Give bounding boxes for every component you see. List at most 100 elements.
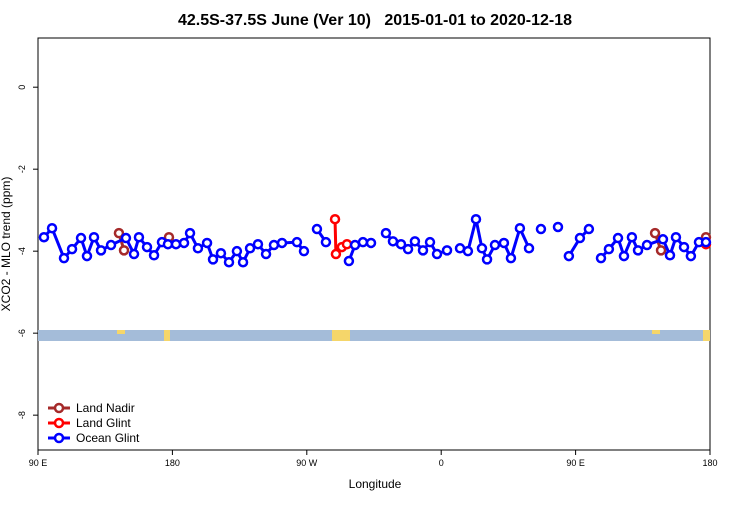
- point: [343, 255, 355, 267]
- mask-land: [117, 330, 125, 334]
- point: [260, 248, 272, 260]
- point: [498, 237, 510, 249]
- point: [298, 245, 310, 257]
- point: [618, 250, 630, 262]
- point: [105, 239, 117, 251]
- point: [402, 243, 414, 255]
- point: [563, 250, 575, 262]
- point: [583, 223, 595, 235]
- point: [184, 227, 196, 239]
- point: [88, 231, 100, 243]
- point: [685, 250, 697, 262]
- y-tick-label: -6: [17, 329, 27, 337]
- mask-land: [164, 330, 170, 341]
- point: [170, 238, 182, 250]
- point: [424, 236, 436, 248]
- legend-marker: [53, 402, 65, 414]
- point: [417, 245, 429, 256]
- point: [113, 227, 125, 239]
- legend-marker: [53, 417, 65, 429]
- point: [118, 245, 130, 256]
- point: [128, 248, 140, 260]
- mask-land: [703, 330, 710, 341]
- x-tick-label: 180: [702, 458, 717, 468]
- x-tick-label: 90 E: [566, 458, 585, 468]
- point: [603, 243, 615, 255]
- point: [441, 245, 453, 256]
- point: [595, 252, 607, 264]
- point: [431, 248, 443, 260]
- point: [207, 254, 219, 265]
- legend-label: Land Nadir: [76, 401, 135, 415]
- point: [120, 232, 132, 244]
- point: [58, 252, 70, 264]
- point: [700, 236, 712, 248]
- point: [162, 238, 174, 250]
- point: [523, 243, 535, 254]
- surface-mask: [38, 330, 710, 341]
- mask-land: [332, 330, 350, 341]
- point: [462, 245, 474, 257]
- chart-title: 42.5S-37.5S June (Ver 10) 2015-01-01 to …: [178, 12, 572, 29]
- point: [514, 222, 526, 234]
- y-tick-label: 0: [17, 85, 27, 90]
- point: [178, 237, 190, 249]
- x-tick-label: 180: [165, 458, 180, 468]
- point: [481, 254, 493, 265]
- point: [66, 243, 78, 255]
- point: [649, 227, 661, 239]
- point: [365, 237, 377, 249]
- point: [201, 237, 213, 249]
- legend-marker: [53, 432, 65, 444]
- point: [311, 223, 323, 235]
- point: [470, 213, 482, 225]
- point: [237, 256, 249, 268]
- y-tick-label: -2: [17, 165, 27, 173]
- point: [476, 243, 488, 254]
- point: [75, 232, 87, 244]
- mask-land: [652, 330, 660, 334]
- point: [552, 221, 564, 233]
- y-tick-label: -4: [17, 247, 27, 255]
- point: [489, 239, 501, 251]
- point: [612, 232, 624, 244]
- legend-label: Land Glint: [76, 416, 131, 430]
- point: [505, 252, 517, 264]
- point: [95, 245, 107, 256]
- point: [252, 238, 264, 250]
- point: [664, 250, 676, 261]
- point: [380, 227, 392, 239]
- point: [215, 247, 227, 259]
- point: [655, 245, 667, 256]
- point: [641, 239, 653, 251]
- point: [357, 236, 369, 248]
- x-axis-label: Longitude: [349, 477, 402, 491]
- x-tick-label: 0: [439, 458, 444, 468]
- point: [670, 231, 682, 243]
- x-tick-label: 90 W: [296, 458, 318, 468]
- point: [148, 250, 160, 261]
- point: [133, 231, 145, 243]
- point: [244, 243, 256, 254]
- point: [231, 245, 243, 257]
- x-tick-label: 90 E: [29, 458, 48, 468]
- point: [268, 239, 280, 251]
- point: [329, 213, 341, 225]
- point: [632, 245, 644, 256]
- point: [626, 231, 638, 243]
- point: [192, 243, 204, 254]
- point: [395, 238, 407, 250]
- point: [141, 241, 153, 253]
- point: [574, 232, 586, 244]
- point: [678, 241, 690, 253]
- point: [657, 234, 669, 245]
- point: [81, 250, 93, 262]
- point: [409, 236, 421, 247]
- point: [341, 238, 353, 250]
- point: [330, 248, 342, 260]
- point: [320, 236, 332, 248]
- legend-label: Ocean Glint: [76, 431, 140, 445]
- point: [291, 236, 303, 248]
- point: [46, 222, 58, 234]
